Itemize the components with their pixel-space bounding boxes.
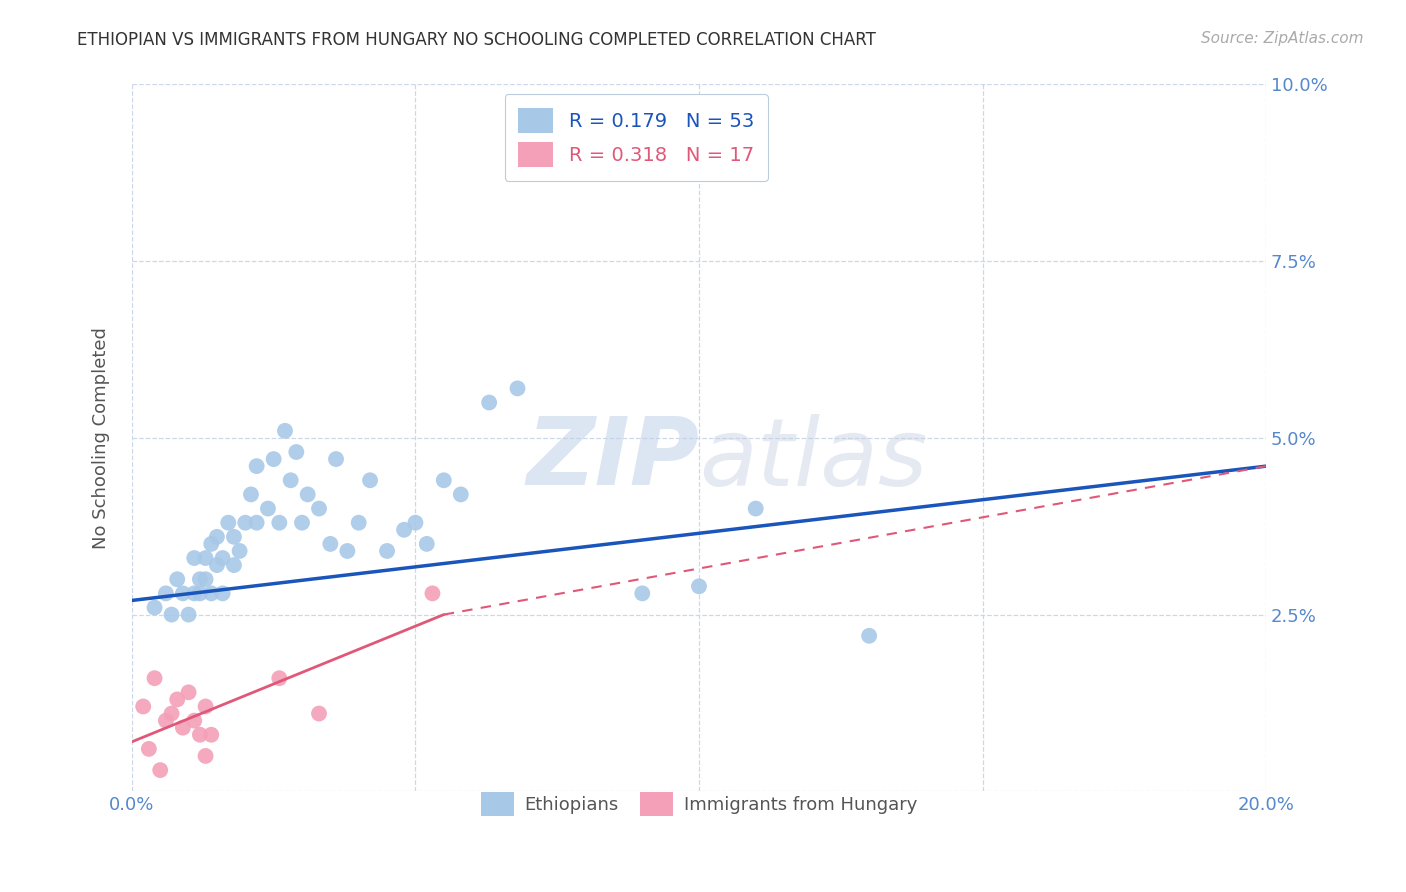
Point [172, 721, 194, 735]
Point [858, 629, 880, 643]
Point [155, 586, 177, 600]
Point [280, 473, 302, 487]
Text: atlas: atlas [699, 414, 927, 505]
Point [211, 551, 233, 566]
Point [194, 551, 217, 566]
Point [422, 586, 444, 600]
Y-axis label: No Schooling Completed: No Schooling Completed [93, 327, 110, 549]
Point [450, 487, 472, 501]
Point [308, 706, 330, 721]
Point [404, 516, 426, 530]
Text: ZIP: ZIP [526, 413, 699, 505]
Point [269, 516, 291, 530]
Point [257, 501, 280, 516]
Text: ETHIOPIAN VS IMMIGRANTS FROM HUNGARY NO SCHOOLING COMPLETED CORRELATION CHART: ETHIOPIAN VS IMMIGRANTS FROM HUNGARY NO … [77, 31, 876, 49]
Point [217, 516, 239, 530]
Point [233, 516, 256, 530]
Point [211, 586, 233, 600]
Point [166, 572, 188, 586]
Point [269, 671, 291, 685]
Point [205, 558, 228, 573]
Point [155, 714, 177, 728]
Point [319, 537, 342, 551]
Point [347, 516, 370, 530]
Point [239, 487, 262, 501]
Point [160, 706, 183, 721]
Point [200, 728, 222, 742]
Point [744, 501, 766, 516]
Point [149, 763, 172, 777]
Point [433, 473, 456, 487]
Point [228, 544, 250, 558]
Point [336, 544, 359, 558]
Point [205, 530, 228, 544]
Text: Source: ZipAtlas.com: Source: ZipAtlas.com [1201, 31, 1364, 46]
Point [308, 501, 330, 516]
Legend: Ethiopians, Immigrants from Hungary: Ethiopians, Immigrants from Hungary [472, 783, 927, 825]
Point [143, 671, 166, 685]
Point [478, 395, 501, 409]
Point [143, 600, 166, 615]
Point [138, 742, 160, 756]
Point [177, 685, 200, 699]
Point [291, 516, 314, 530]
Point [416, 537, 439, 551]
Point [246, 459, 269, 474]
Point [194, 748, 217, 763]
Point [285, 445, 308, 459]
Point [177, 607, 200, 622]
Point [132, 699, 155, 714]
Point [188, 572, 211, 586]
Point [188, 728, 211, 742]
Point [166, 692, 188, 706]
Point [160, 607, 183, 622]
Point [562, 162, 585, 177]
Point [631, 586, 654, 600]
Point [200, 586, 222, 600]
Point [506, 381, 529, 395]
Point [375, 544, 398, 558]
Point [222, 530, 245, 544]
Point [246, 516, 269, 530]
Point [263, 452, 285, 467]
Point [325, 452, 347, 467]
Point [183, 714, 205, 728]
Point [297, 487, 319, 501]
Point [183, 551, 205, 566]
Point [194, 699, 217, 714]
Point [392, 523, 415, 537]
Point [688, 579, 710, 593]
Point [222, 558, 245, 573]
Point [183, 586, 205, 600]
Point [200, 537, 222, 551]
Point [172, 586, 194, 600]
Point [188, 586, 211, 600]
Point [274, 424, 297, 438]
Point [194, 572, 217, 586]
Point [359, 473, 381, 487]
